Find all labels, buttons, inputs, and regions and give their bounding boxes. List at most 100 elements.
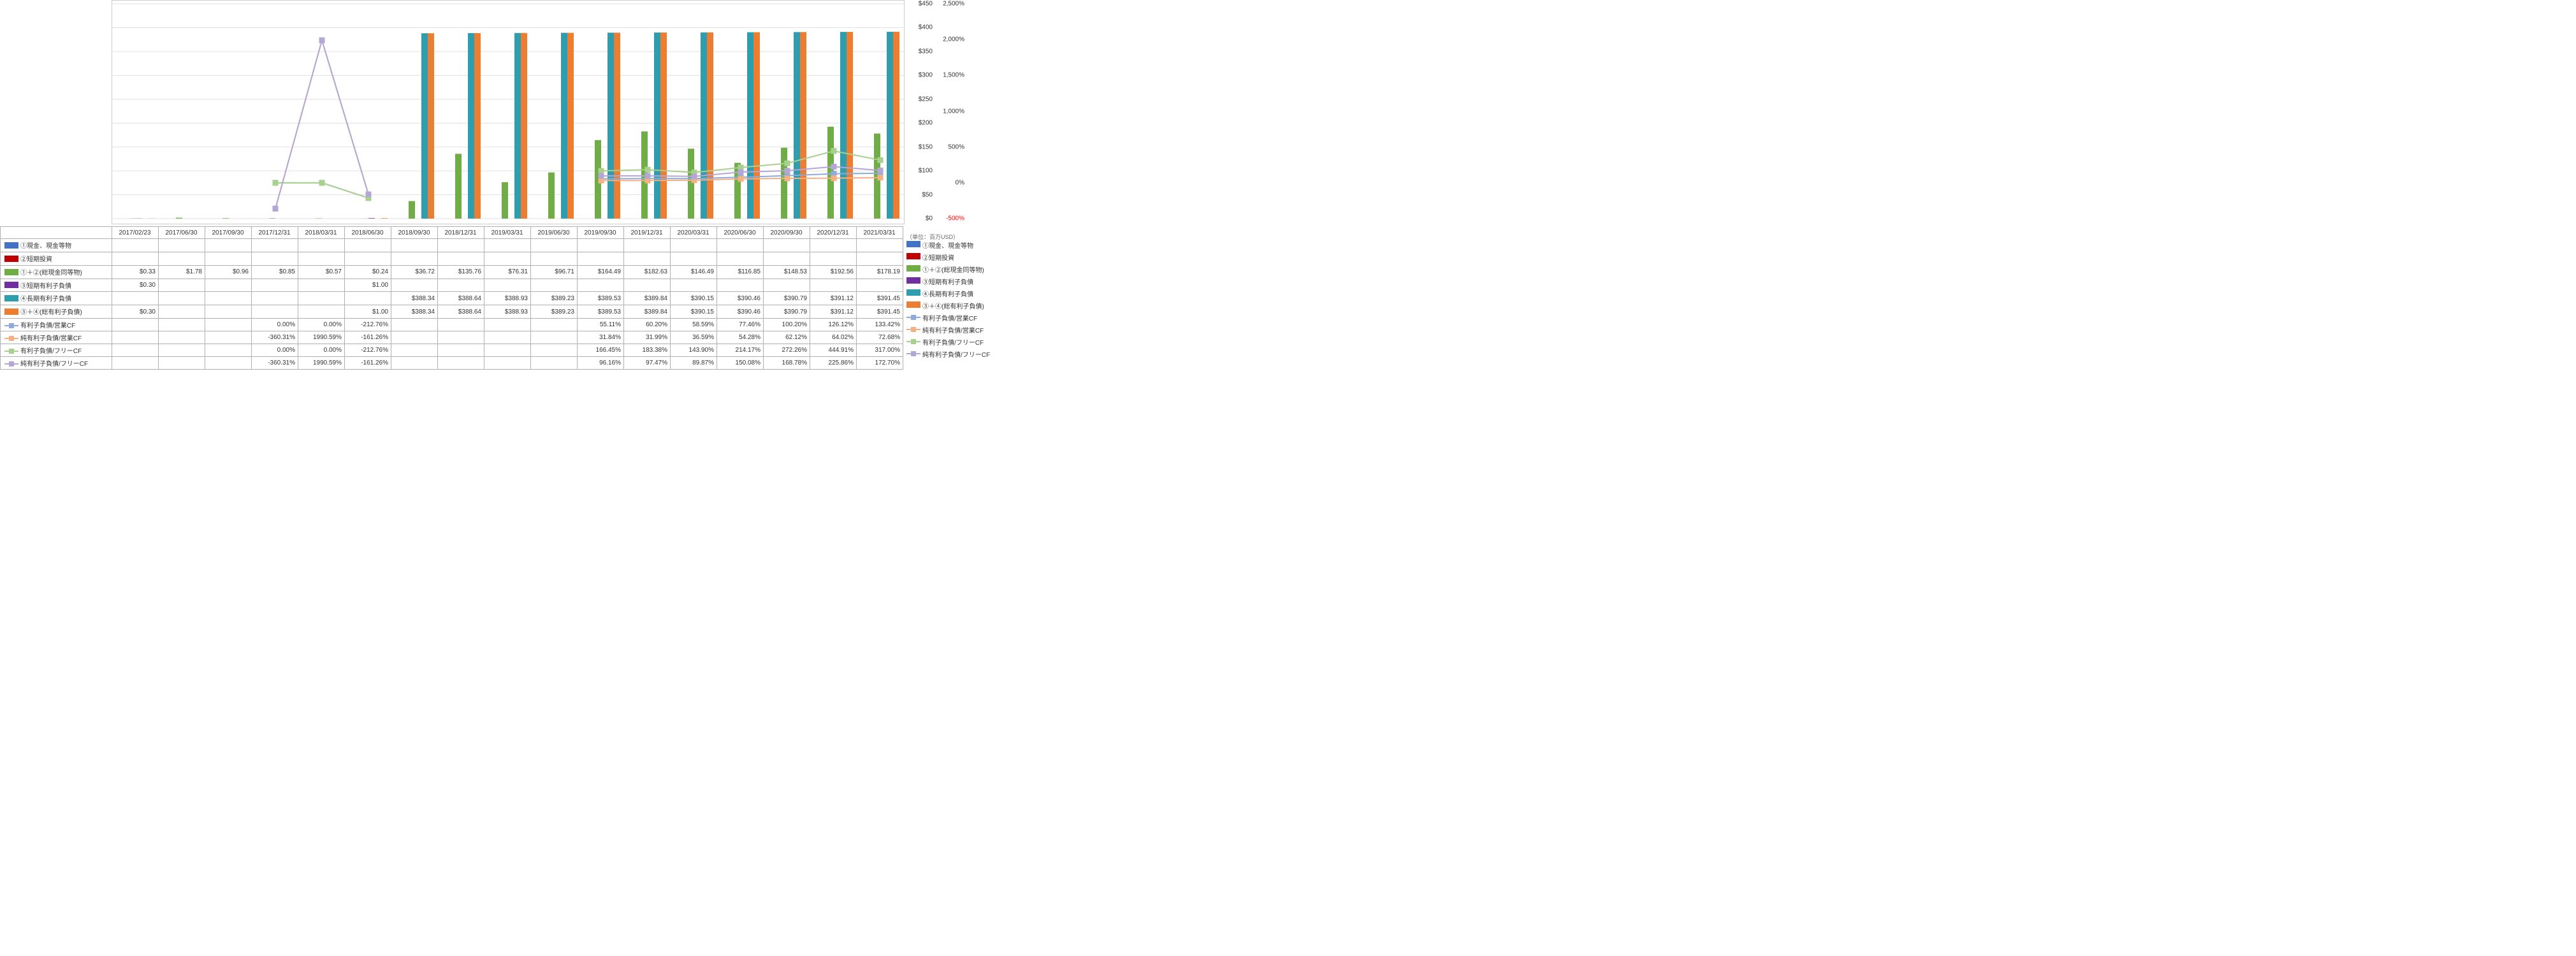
bar-s5 (794, 32, 800, 219)
cell-s9-14: 272.26% (764, 344, 810, 357)
date-header: 2018/06/30 (345, 227, 391, 239)
cell-s10-11: 97.47% (624, 357, 671, 370)
cell-s3-6: $36.72 (391, 265, 438, 279)
cell-s1-0 (112, 239, 159, 252)
cell-s10-1 (159, 357, 205, 370)
cell-s5-14: $390.79 (764, 292, 810, 305)
cell-s8-8 (484, 331, 531, 344)
cell-s8-10: 31.84% (578, 331, 624, 344)
cell-s2-16 (857, 252, 903, 265)
cell-s10-13: 150.08% (717, 357, 764, 370)
bar-s3 (688, 148, 694, 219)
cell-s9-3: 0.00% (252, 344, 298, 357)
y2-tick: 0% (956, 179, 964, 186)
cell-s3-4: $0.57 (298, 265, 345, 279)
date-header: 2017/09/30 (205, 227, 252, 239)
date-header: 2017/02/23 (112, 227, 159, 239)
cell-s5-16: $391.45 (857, 292, 903, 305)
cell-s9-8 (484, 344, 531, 357)
cell-s4-13 (717, 279, 764, 292)
cell-s1-16 (857, 239, 903, 252)
cell-s1-10 (578, 239, 624, 252)
legend-marker-s6 (906, 301, 921, 310)
bar-s6 (381, 218, 388, 219)
cell-s5-0 (112, 292, 159, 305)
cell-s8-1 (159, 331, 205, 344)
cell-s5-12: $390.15 (671, 292, 717, 305)
cell-s2-6 (391, 252, 438, 265)
y1-tick: $350 (919, 48, 933, 55)
series-label-text: 有利子負債/営業CF (20, 322, 75, 330)
bar-s6 (753, 33, 760, 219)
cell-s10-0 (112, 357, 159, 370)
bar-s5 (468, 33, 474, 219)
cell-s4-3 (252, 279, 298, 292)
cell-s7-15: 126.12% (810, 319, 857, 331)
cell-s2-9 (531, 252, 578, 265)
marker-s9 (878, 157, 883, 163)
date-header: 2017/12/31 (252, 227, 298, 239)
bar-s6 (707, 33, 713, 219)
y2-axis-ticks: -500%0%500%1,000%1,500%2,000%2,500% (936, 1, 964, 224)
right-legend-item-s3: ①＋②(総現金同等物) (906, 263, 1005, 275)
y1-tick: $400 (919, 24, 933, 31)
right-legend: ①現金、現金等物②短期投資①＋②(総現金同等物)③短期有利子負債④長期有利子負債… (906, 239, 1005, 360)
cell-s6-8: $388.93 (484, 305, 531, 319)
cell-s6-1 (159, 305, 205, 319)
y1-tick: $300 (919, 72, 933, 79)
cell-s4-16 (857, 279, 903, 292)
cell-s1-1 (159, 239, 205, 252)
cell-s8-3: -360.31% (252, 331, 298, 344)
cell-s2-11 (624, 252, 671, 265)
cell-s4-6 (391, 279, 438, 292)
cell-s4-14 (764, 279, 810, 292)
cell-s2-2 (205, 252, 252, 265)
cell-s10-3: -360.31% (252, 357, 298, 370)
cell-s9-4: 0.00% (298, 344, 345, 357)
cell-s10-4: 1990.59% (298, 357, 345, 370)
marker-s10 (273, 206, 278, 211)
cell-s6-0: $0.30 (112, 305, 159, 319)
right-legend-label: ①現金、現金等物 (922, 240, 973, 250)
legend-marker-s1 (4, 242, 18, 250)
series-label-text: ③短期有利子負債 (20, 283, 71, 290)
cell-s7-12: 58.59% (671, 319, 717, 331)
cell-s4-8 (484, 279, 531, 292)
cell-s3-2: $0.96 (205, 265, 252, 279)
legend-marker-s9 (4, 348, 18, 355)
cell-s7-4: 0.00% (298, 319, 345, 331)
cell-s4-5: $1.00 (345, 279, 391, 292)
cell-s4-0: $0.30 (112, 279, 159, 292)
legend-marker-s10 (906, 351, 921, 358)
cell-s4-15 (810, 279, 857, 292)
cell-s9-15: 444.91% (810, 344, 857, 357)
legend-marker-s9 (906, 338, 921, 345)
date-header: 2020/09/30 (764, 227, 810, 239)
y2-tick: 2,500% (943, 1, 964, 8)
marker-s10 (738, 170, 743, 175)
cell-s6-6: $388.34 (391, 305, 438, 319)
cell-s8-13: 54.28% (717, 331, 764, 344)
cell-s1-4 (298, 239, 345, 252)
cell-s7-14: 100.20% (764, 319, 810, 331)
cell-s5-6: $388.34 (391, 292, 438, 305)
cell-s6-11: $389.84 (624, 305, 671, 319)
cell-s2-13 (717, 252, 764, 265)
cell-s3-5: $0.24 (345, 265, 391, 279)
right-legend-item-s6: ③＋④(総有利子負債) (906, 300, 1005, 312)
legend-marker-s8 (906, 326, 921, 333)
marker-s8 (645, 178, 650, 183)
right-legend-label: 純有利子負債/営業CF (922, 325, 984, 335)
series-label-text: ③＋④(総有利子負債) (20, 309, 82, 316)
right-legend-label: ③＋④(総有利子負債) (922, 301, 984, 310)
cell-s1-5 (345, 239, 391, 252)
cell-s5-4 (298, 292, 345, 305)
cell-s5-13: $390.46 (717, 292, 764, 305)
date-header: 2020/03/31 (671, 227, 717, 239)
cell-s10-8 (484, 357, 531, 370)
marker-s9 (273, 180, 278, 185)
cell-s6-5: $1.00 (345, 305, 391, 319)
cell-s10-2 (205, 357, 252, 370)
cell-s5-3 (252, 292, 298, 305)
bar-s6 (614, 33, 620, 219)
